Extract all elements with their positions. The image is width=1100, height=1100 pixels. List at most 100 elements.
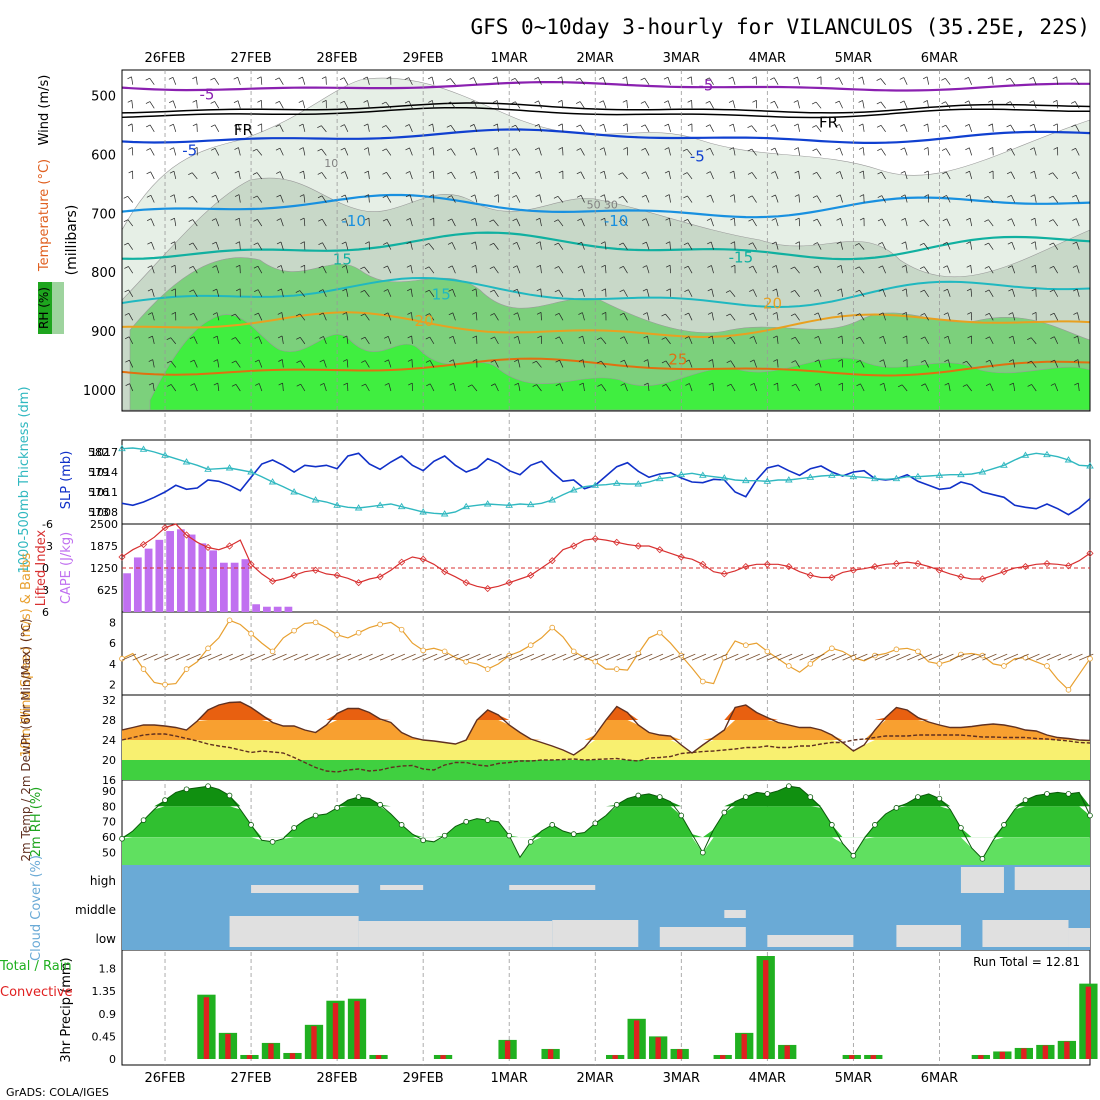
- wind-barb-flag: [381, 125, 387, 128]
- wind-barb-flag: [128, 147, 133, 150]
- wind-barb-flag: [665, 194, 670, 197]
- wind-barb: [862, 147, 865, 156]
- wind-barb-flag: [835, 171, 841, 174]
- wind-barb-flag: [661, 360, 667, 364]
- wind-barb: [774, 147, 779, 156]
- surface-wind-barb: [627, 653, 642, 661]
- thickness-point: [161, 451, 169, 458]
- wind-barb-flag: [640, 124, 646, 128]
- wind-barb: [733, 171, 736, 180]
- wind-speed-point: [1087, 655, 1093, 662]
- wind-barb-flag: [490, 313, 495, 316]
- wind-barb: [559, 383, 564, 392]
- wind-barb-flag: [943, 265, 948, 269]
- precip-tick: 0: [109, 1053, 116, 1066]
- wind-barb-flag: [192, 76, 197, 80]
- wind-barb-flag: [944, 382, 949, 386]
- wind-barb: [494, 313, 499, 321]
- wind-barb-flag: [879, 359, 884, 363]
- wind-speed-point: [162, 681, 168, 688]
- rh-point: [807, 794, 814, 800]
- wind-barb: [797, 123, 800, 132]
- wind-barb: [515, 171, 521, 180]
- wind-speed-point: [377, 621, 383, 628]
- wind-barb-flag: [901, 264, 907, 268]
- temp-tick: 16: [102, 774, 116, 787]
- wind-barb: [280, 241, 284, 250]
- wind-barb-flag: [469, 124, 475, 127]
- thickness-point: [139, 445, 148, 452]
- wind-speed-point: [893, 646, 900, 653]
- lifted-index-line: [121, 523, 1091, 590]
- wind-barb: [432, 100, 435, 109]
- wind-barb-flag: [322, 99, 327, 103]
- wind-barb-flag: [534, 77, 539, 80]
- wind-barb-flag: [920, 289, 925, 293]
- wind-barb: [257, 242, 263, 250]
- wind-barb-flag: [902, 312, 907, 315]
- slp-tick: 1014: [90, 466, 118, 479]
- wind-barb-flag: [276, 194, 281, 198]
- wind-barb: [278, 77, 284, 85]
- lifted-index-point: [1000, 568, 1008, 576]
- wind-barb: [239, 241, 241, 250]
- rh-point: [699, 849, 706, 856]
- wind-barb: [539, 241, 542, 250]
- thickness-point: [612, 479, 621, 486]
- wind-barb-flag: [750, 383, 755, 386]
- wind-barb: [387, 336, 392, 344]
- wind-barb: [127, 242, 134, 250]
- wind-barb-flag: [749, 359, 755, 363]
- wind-barb-flag: [748, 218, 753, 222]
- wind-barb: [709, 101, 714, 109]
- wind-barb-flag: [405, 147, 410, 151]
- wind-barb-flag: [706, 171, 711, 174]
- wind-barb: [321, 195, 327, 203]
- wind-barb: [861, 76, 865, 85]
- wind-barb-flag: [1031, 241, 1036, 245]
- wind-barb-flag: [795, 217, 800, 221]
- wind-barb-flag: [665, 264, 671, 268]
- wind-barb: [281, 312, 284, 321]
- wind-barb: [151, 312, 155, 321]
- wind-barb-flag: [536, 288, 541, 292]
- wind-speed-point: [656, 629, 663, 636]
- cape-bar: [263, 606, 271, 612]
- wind-barb: [558, 289, 564, 297]
- wind-barb: [1076, 265, 1080, 274]
- wind-barb: [988, 266, 994, 274]
- wind-barb: [838, 100, 843, 109]
- wind-barb-flag: [966, 288, 972, 292]
- wind-barb-flag: [1006, 124, 1011, 128]
- wind-barb: [581, 242, 585, 250]
- lifted-index-point: [1064, 562, 1073, 570]
- wind-barb: [152, 336, 155, 344]
- wind-barb-flag: [211, 147, 216, 151]
- wind-barb: [665, 313, 671, 321]
- wind-barb-flag: [253, 219, 258, 222]
- wind-barb: [237, 124, 241, 132]
- wind-barb: [645, 148, 650, 156]
- wind-barb-flag: [1073, 288, 1078, 292]
- wind-barb: [257, 219, 263, 227]
- wind-barb-flag: [171, 312, 176, 315]
- wind-barb: [493, 243, 499, 250]
- wind-barb-flag: [836, 241, 841, 245]
- wind-barb: [858, 243, 865, 250]
- wind-barb-flag: [408, 382, 413, 386]
- wind-barb: [150, 148, 155, 156]
- wind-barb-flag: [682, 148, 688, 152]
- cloud-block: [380, 885, 424, 890]
- temp-tick: 32: [102, 694, 116, 707]
- wind-barb-flag: [360, 266, 365, 270]
- wind-barb: [473, 147, 478, 156]
- contour-label: -10: [604, 212, 629, 230]
- wind-barb: [665, 384, 671, 392]
- wind-barb: [192, 266, 198, 274]
- run-total: Run Total = 12.81: [973, 955, 1080, 969]
- wind-barb: [841, 288, 843, 297]
- wind-barb-flag: [360, 313, 365, 317]
- wind-barb-flag: [147, 241, 152, 245]
- wind-barb: [582, 383, 585, 392]
- wind-barb-flag: [360, 336, 366, 340]
